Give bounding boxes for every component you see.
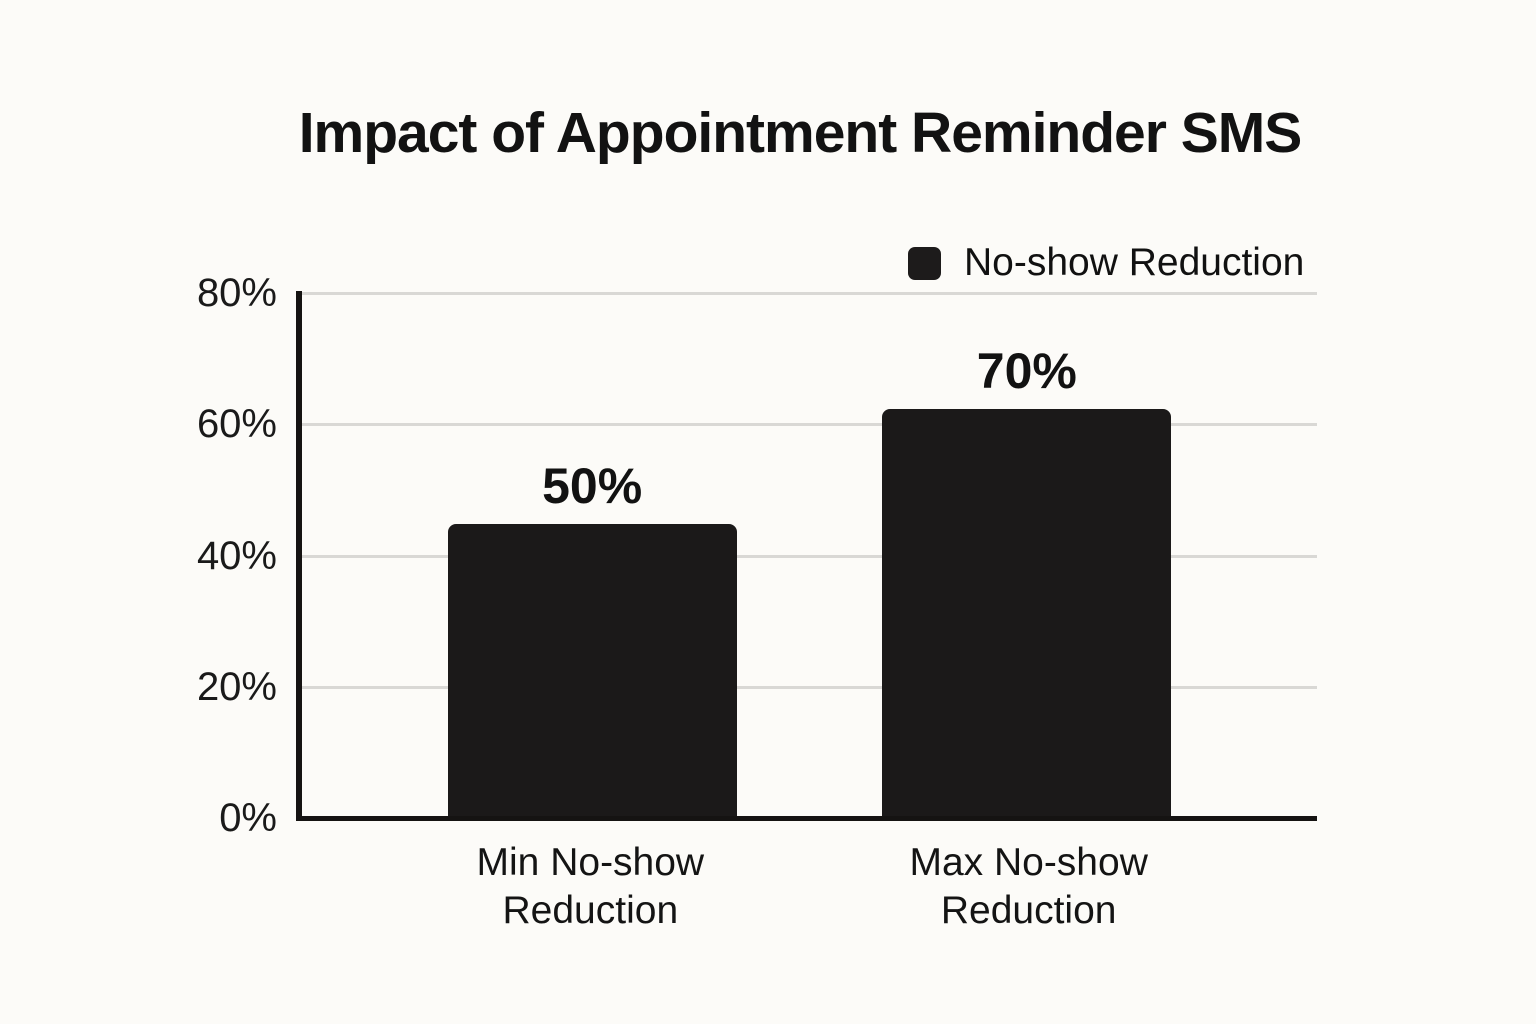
- y-axis-line: [296, 291, 302, 821]
- bar-2: [882, 409, 1172, 818]
- y-tick-label-20: 20%: [196, 664, 277, 709]
- chart-title: Impact of Appointment Reminder SMS: [298, 101, 1303, 165]
- x-tick-label-1: Min No-show Reduction: [476, 841, 705, 932]
- gridline-60: [302, 423, 1317, 427]
- legend: No-show Reduction: [908, 241, 1304, 285]
- x-axis: Min No-show Reduction Max No-show Reducti…: [302, 839, 1317, 935]
- bar-group-1: 50%: [447, 293, 737, 818]
- bar-value-label-1: 50%: [542, 458, 643, 514]
- gridline-20: [302, 685, 1317, 689]
- y-tick-label-80: 80%: [196, 271, 277, 315]
- y-tick-label-40: 40%: [196, 533, 277, 578]
- legend-swatch-icon: [908, 246, 941, 280]
- legend-label: No-show Reduction: [964, 241, 1305, 284]
- gridline-40: [302, 554, 1317, 558]
- y-tick-label-0: 0%: [219, 796, 277, 840]
- y-axis: 0% 20% 40% 60% 80%: [0, 273, 277, 838]
- x-axis-line: [296, 816, 1317, 821]
- bars-row: 50% 70%: [302, 293, 1317, 818]
- plot-area: 50% 70%: [302, 292, 1317, 818]
- gridline-80: [302, 292, 1317, 295]
- x-tick-label-2: Max No-show Reduction: [909, 841, 1148, 932]
- bar-group-2: 70%: [882, 293, 1172, 818]
- y-tick-label-60: 60%: [196, 402, 277, 447]
- bar-value-label-2: 70%: [976, 343, 1077, 400]
- bar-1: [447, 524, 737, 818]
